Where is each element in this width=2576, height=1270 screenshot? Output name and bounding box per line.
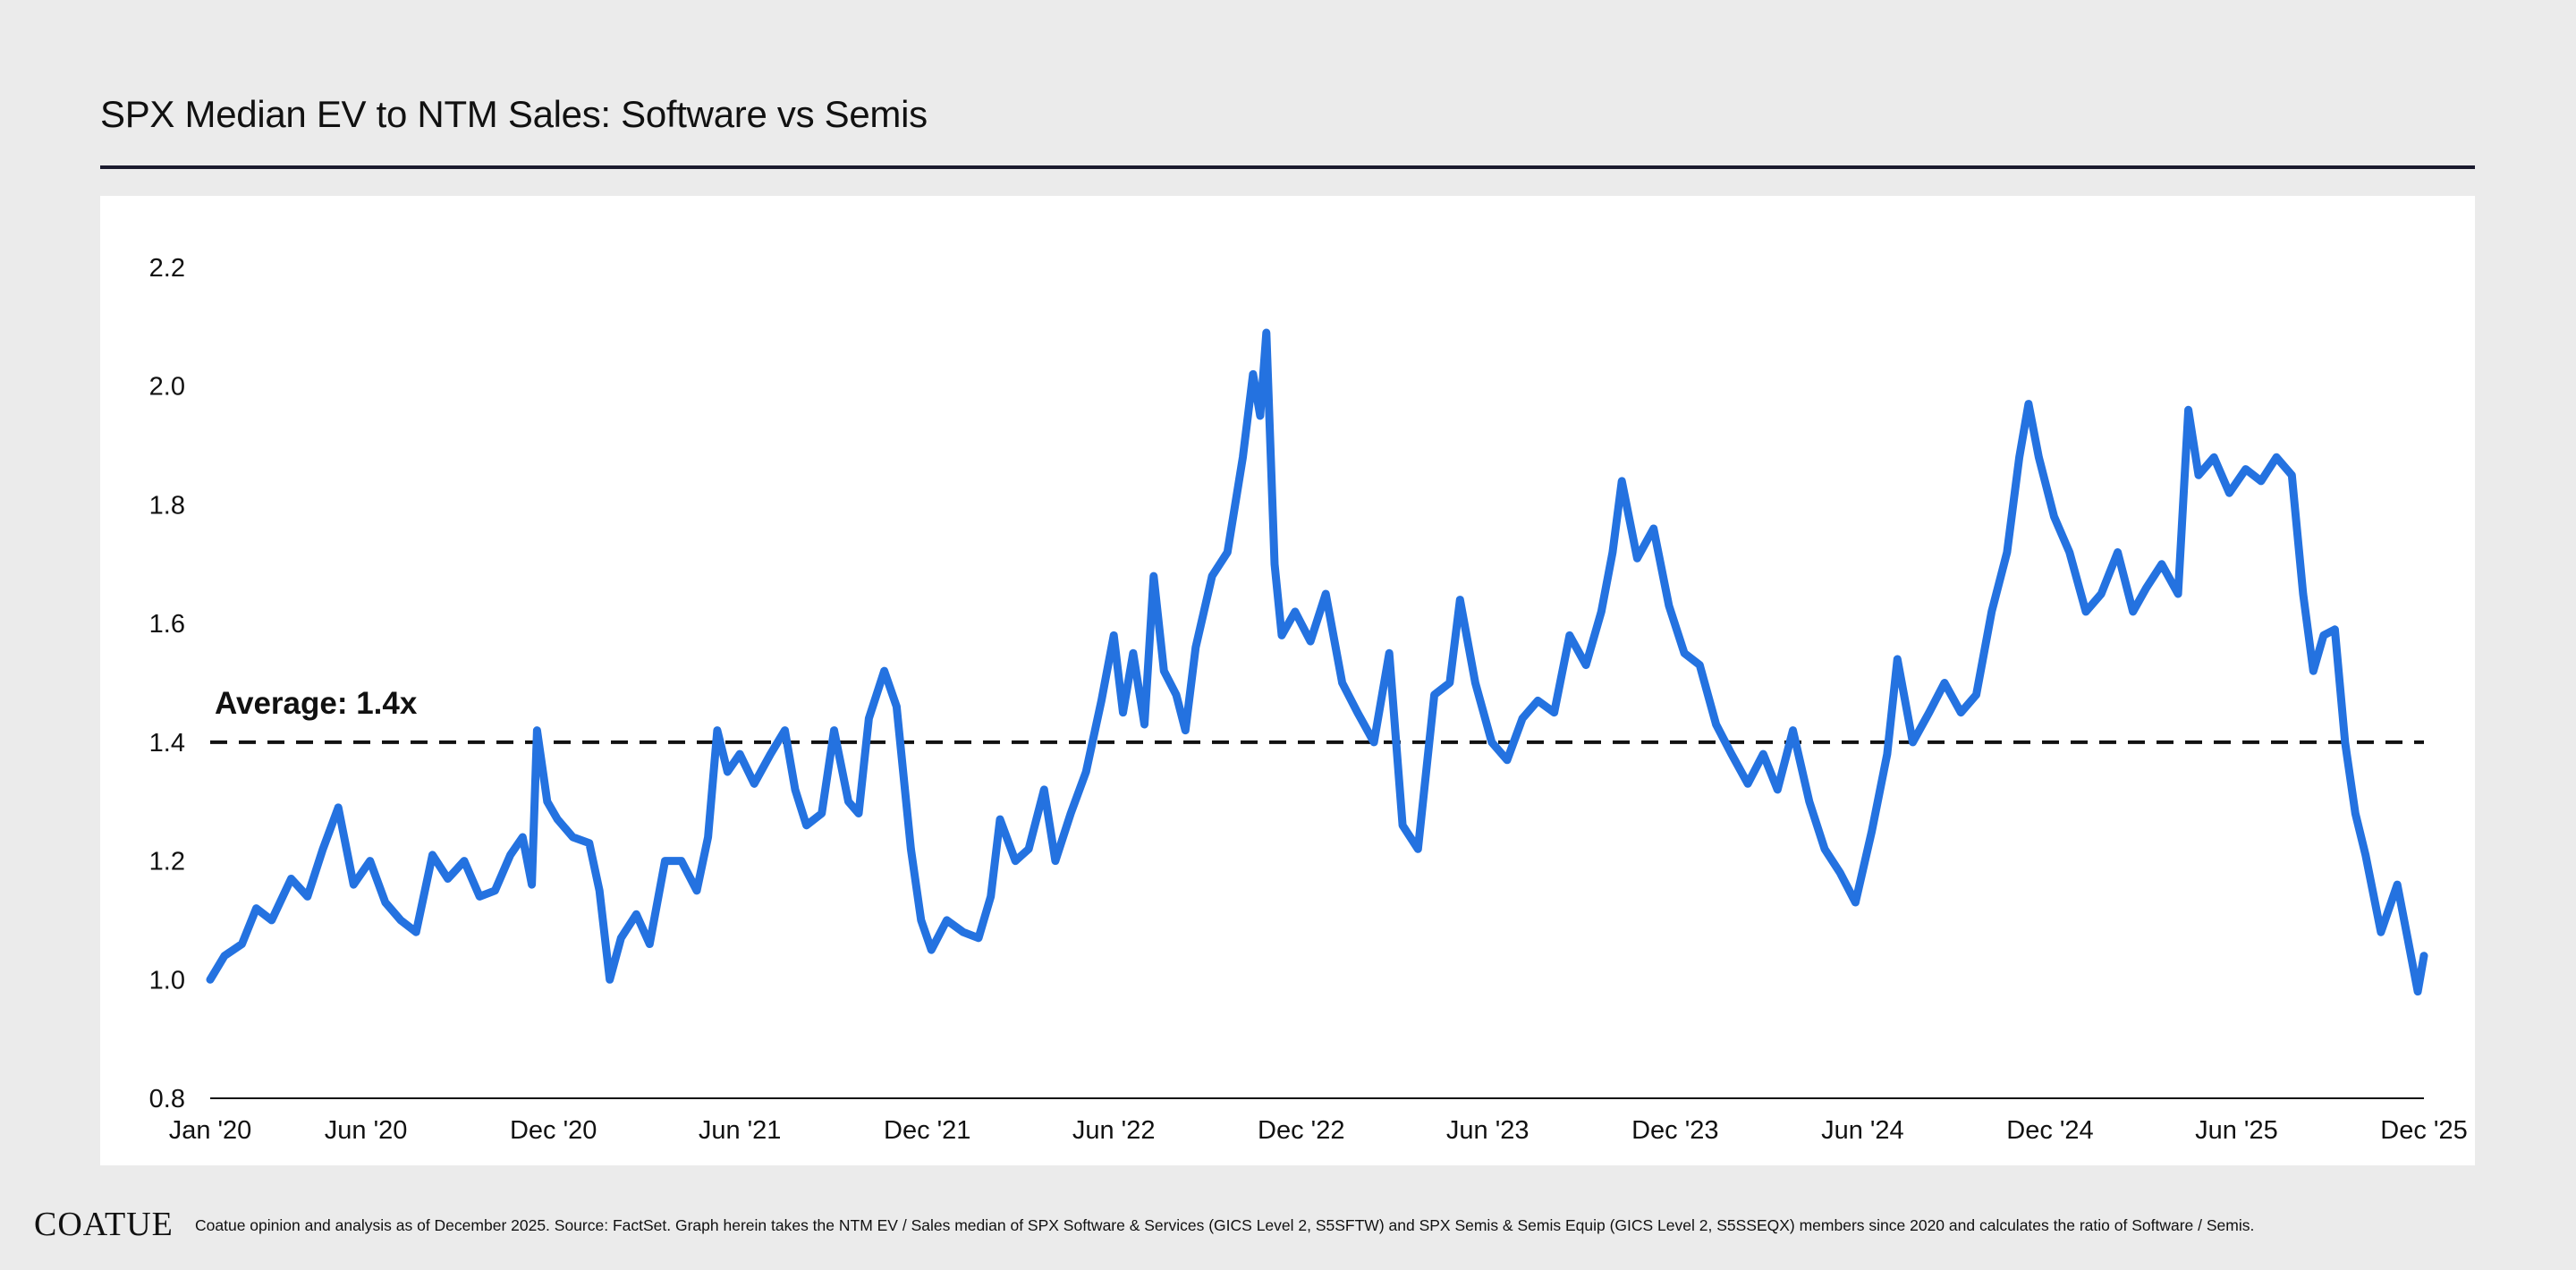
x-tick-label: Jun '23 [1446, 1116, 1530, 1145]
y-tick-label: 1.2 [149, 848, 185, 876]
series-line [206, 328, 2428, 996]
title-divider [100, 165, 2475, 169]
y-tick-label: 1.0 [149, 966, 185, 995]
x-tick-label: Dec '21 [884, 1116, 970, 1145]
x-tick-label: Dec '20 [510, 1116, 597, 1145]
y-tick-label: 0.8 [149, 1085, 185, 1113]
company-logo: COATUE [34, 1206, 174, 1243]
y-tick-label: 1.4 [149, 729, 185, 758]
x-tick-label: Dec '25 [2380, 1116, 2467, 1145]
x-tick-label: Jun '24 [1821, 1116, 1904, 1145]
x-tick-label: Jun '22 [1072, 1116, 1156, 1145]
x-tick-label: Jan '20 [169, 1116, 252, 1145]
x-tick-label: Dec '24 [2006, 1116, 2093, 1145]
x-axis-ticks: Jan '20 Jun '20 Dec '20 Jun '21 Dec '21 Jun '… [169, 1116, 2468, 1145]
x-tick-label: Jun '21 [699, 1116, 782, 1145]
line-chart: 0.8 1.0 1.2 1.4 1.6 1.8 2.0 2.2 Jan '20 Jun '20 D… [149, 254, 2468, 1145]
chart-title: SPX Median EV to NTM Sales: Software vs … [100, 93, 928, 135]
average-label: Average: 1.4x [215, 686, 418, 721]
chart-panel: 0.8 1.0 1.2 1.4 1.6 1.8 2.0 2.2 Jan '20 Jun '20 D… [100, 196, 2475, 1165]
x-tick-label: Jun '20 [325, 1116, 408, 1145]
x-tick-label: Dec '23 [1631, 1116, 1718, 1145]
footnote: Coatue opinion and analysis as of Decemb… [195, 1216, 2255, 1234]
y-tick-label: 1.6 [149, 610, 185, 639]
x-tick-label: Dec '22 [1258, 1116, 1344, 1145]
y-axis-ticks: 0.8 1.0 1.2 1.4 1.6 1.8 2.0 2.2 [149, 254, 185, 1113]
y-tick-label: 1.8 [149, 491, 185, 520]
y-tick-label: 2.0 [149, 373, 185, 402]
x-tick-label: Jun '25 [2195, 1116, 2278, 1145]
y-tick-label: 2.2 [149, 254, 185, 283]
